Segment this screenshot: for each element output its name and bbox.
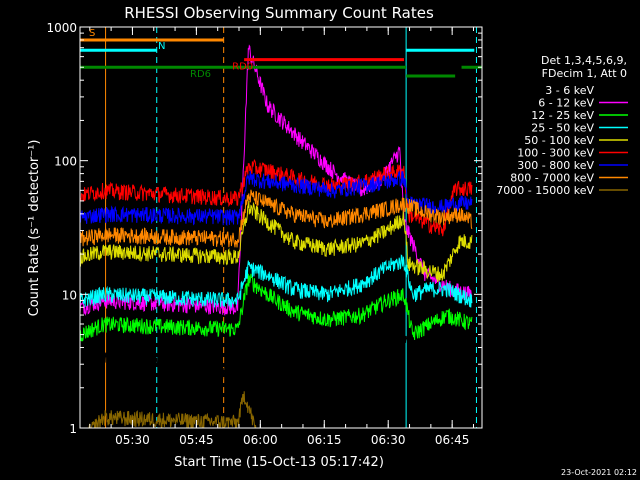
y-tick-label-1: 10 (62, 288, 77, 302)
annotation-label-3: RD6 (190, 69, 211, 80)
series-trace-8 (88, 391, 257, 428)
x-axis-label: Start Time (15-Oct-13 05:17:42) (174, 455, 384, 470)
legend-label-1: 6 - 12 keV (538, 97, 594, 110)
y-tick-label-3: 1000 (46, 21, 77, 35)
annotation-label-0: S (89, 28, 95, 39)
y-axis-ticks: 1 10 100 1000 (46, 21, 482, 436)
x-tick-label-0: 05:30 (115, 433, 150, 447)
y-tick-label-2: 100 (54, 155, 77, 169)
x-tick-label-1: 05:45 (179, 433, 214, 447)
legend-label-2: 12 - 25 keV (531, 109, 594, 122)
legend-label-5: 100 - 300 keV (517, 147, 594, 160)
series-trace-7 (80, 189, 473, 248)
legend-header-line-2: FDecim 1, Att 0 (542, 67, 627, 80)
x-tick-label-4: 06:30 (371, 433, 406, 447)
y-axis-label: Count Rate (s⁻¹ detector⁻¹) (27, 140, 42, 317)
series-trace-6 (80, 170, 473, 227)
x-tick-label-2: 06:00 (243, 433, 278, 447)
x-tick-label-5: 06:45 (435, 433, 470, 447)
render-timestamp: 23-Oct-2021 02:12 (561, 468, 637, 477)
legend-label-4: 50 - 100 keV (524, 134, 594, 147)
x-axis-ticks: 05:30 05:45 06:00 06:15 06:30 06:45 (89, 27, 474, 447)
legend: Det 1,3,4,5,6,9, FDecim 1, Att 0 3 - 6 k… (496, 54, 628, 197)
x-tick-label-3: 06:15 (307, 433, 342, 447)
chart-title: RHESSI Observing Summary Count Rates (124, 4, 434, 22)
annotation-label-1: N (158, 41, 165, 52)
legend-label-0: 3 - 6 keV (545, 84, 594, 97)
series-trace-4 (80, 200, 473, 283)
series-trace-0 (80, 31, 473, 382)
annotation-label-6: RD0 (232, 62, 253, 73)
plot-area (80, 27, 482, 428)
series-trace-2 (80, 273, 473, 342)
legend-label-7: 800 - 7000 keV (510, 172, 594, 185)
legend-label-3: 25 - 50 keV (531, 122, 594, 135)
series-trace-3 (80, 254, 473, 310)
plot-frame (79, 26, 483, 429)
legend-header-line-1: Det 1,3,4,5,6,9, (541, 54, 627, 67)
legend-label-8: 7000 - 15000 keV (496, 184, 594, 197)
legend-label-6: 300 - 800 keV (517, 159, 594, 172)
y-tick-label-0: 1 (69, 422, 77, 436)
